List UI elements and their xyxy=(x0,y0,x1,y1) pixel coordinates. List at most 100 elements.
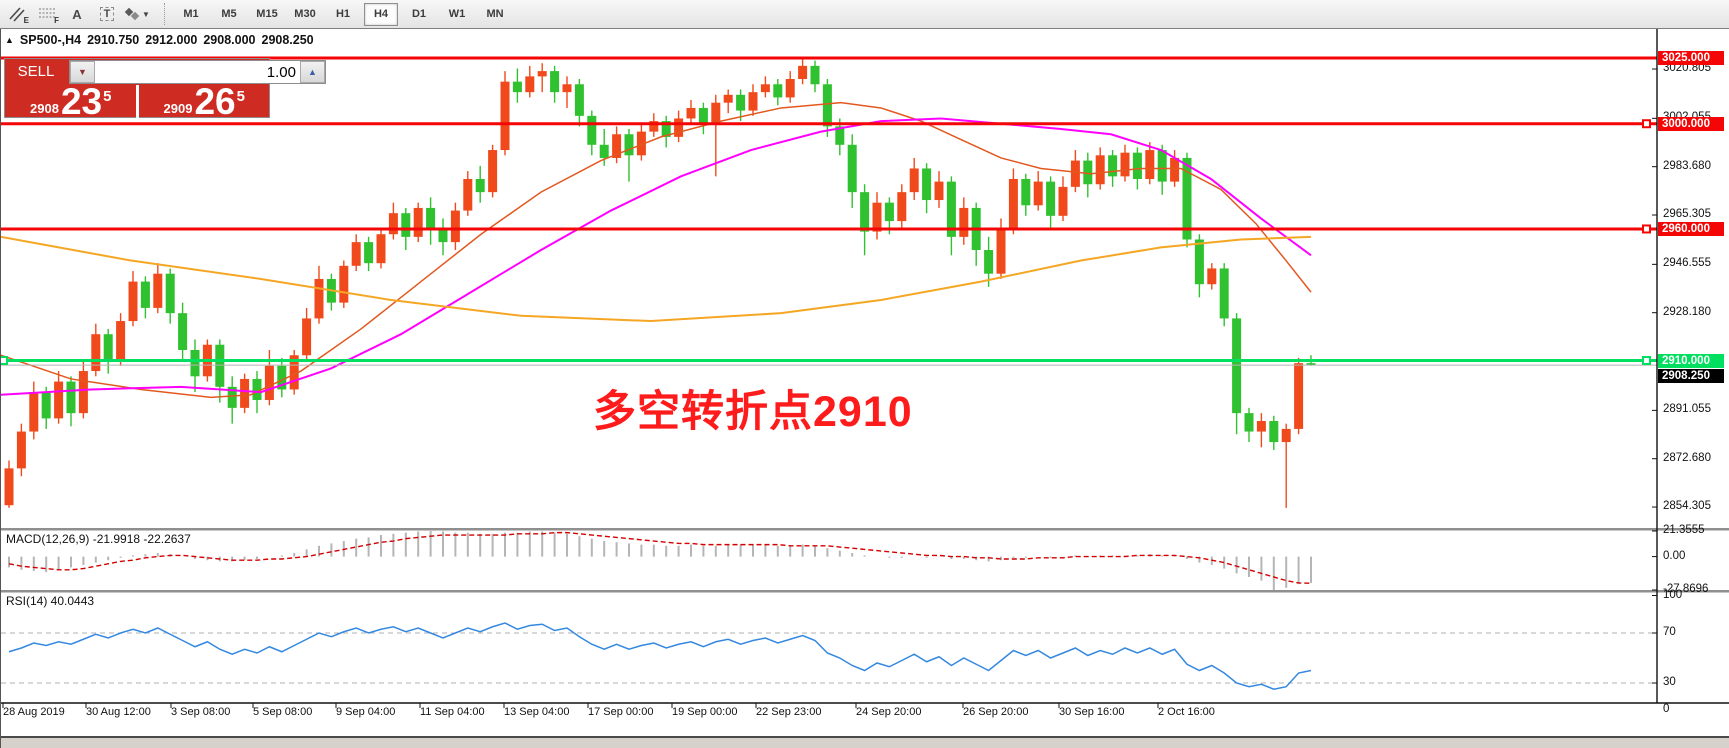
candle-body[interactable] xyxy=(1207,268,1217,285)
candle-body[interactable] xyxy=(612,134,622,158)
candle-body[interactable] xyxy=(1033,181,1043,206)
timeframe-button-d1[interactable]: D1 xyxy=(411,8,427,20)
candle-body[interactable] xyxy=(562,84,572,93)
candle-body[interactable] xyxy=(103,334,113,361)
candle-body[interactable] xyxy=(934,181,944,201)
candle-body[interactable] xyxy=(413,207,423,237)
candle-body[interactable] xyxy=(153,273,163,308)
candle-body[interactable] xyxy=(128,281,138,322)
candle-body[interactable] xyxy=(140,281,150,308)
candle-body[interactable] xyxy=(1132,152,1142,179)
timeframe-button-h4[interactable]: H4 xyxy=(364,2,398,26)
candle-body[interactable] xyxy=(289,355,299,390)
pane-separator[interactable] xyxy=(1,528,1729,531)
candle-body[interactable] xyxy=(798,65,808,80)
candle-body[interactable] xyxy=(946,181,956,237)
candle-body[interactable] xyxy=(860,192,870,232)
candle-body[interactable] xyxy=(388,213,398,235)
candle-body[interactable] xyxy=(574,84,584,116)
candle-body[interactable] xyxy=(909,168,919,193)
candle-body[interactable] xyxy=(1058,186,1068,216)
sell-price[interactable]: 2908 23 5 xyxy=(5,85,139,119)
candle-body[interactable] xyxy=(1256,421,1266,432)
candle-body[interactable] xyxy=(835,126,845,145)
candle-body[interactable] xyxy=(66,381,76,414)
candle-body[interactable] xyxy=(760,84,770,93)
candle-body[interactable] xyxy=(1244,413,1254,432)
candle-body[interactable] xyxy=(1108,155,1118,177)
candle-body[interactable] xyxy=(1120,152,1130,177)
candle-body[interactable] xyxy=(351,242,361,266)
text-label-icon[interactable]: A xyxy=(72,6,82,22)
candle-body[interactable] xyxy=(1182,157,1192,240)
candle-body[interactable] xyxy=(810,65,820,85)
candle-body[interactable] xyxy=(1157,150,1167,182)
candle-body[interactable] xyxy=(240,378,250,408)
candle-body[interactable] xyxy=(1269,421,1279,443)
buy-button[interactable]: BUY xyxy=(343,63,375,80)
candle-body[interactable] xyxy=(872,202,882,232)
candle-body[interactable] xyxy=(178,313,188,350)
candle-body[interactable] xyxy=(1021,178,1031,206)
candle-body[interactable] xyxy=(1083,160,1093,185)
candle-body[interactable] xyxy=(41,392,51,419)
candle-body[interactable] xyxy=(550,71,560,93)
timeframe-button-m30[interactable]: M30 xyxy=(294,8,316,20)
chart-canvas[interactable] xyxy=(1,29,1729,748)
candle-body[interactable] xyxy=(78,371,88,414)
candle-body[interactable] xyxy=(116,321,126,361)
candle-body[interactable] xyxy=(984,250,994,274)
equidistant-channel-icon[interactable]: E xyxy=(4,3,30,25)
candle-body[interactable] xyxy=(438,228,448,243)
timeframe-button-h1[interactable]: H1 xyxy=(335,8,351,20)
timeframe-button-m15[interactable]: M15 xyxy=(256,8,278,20)
candle-body[interactable] xyxy=(736,94,746,111)
candle-body[interactable] xyxy=(215,344,225,387)
candle-body[interactable] xyxy=(1145,150,1155,179)
candle-body[interactable] xyxy=(1095,155,1105,185)
candle-body[interactable] xyxy=(227,386,237,408)
candle-body[interactable] xyxy=(512,81,522,93)
candle-body[interactable] xyxy=(16,431,26,469)
timeframe-button-w1[interactable]: W1 xyxy=(448,8,466,20)
text-box-icon[interactable]: T xyxy=(94,3,120,25)
volume-input[interactable] xyxy=(95,61,300,83)
candle-body[interactable] xyxy=(674,118,684,137)
timeframe-button-m1[interactable]: M1 xyxy=(183,8,199,20)
candle-body[interactable] xyxy=(500,81,510,151)
candle-body[interactable] xyxy=(364,242,374,264)
candle-body[interactable] xyxy=(959,207,969,237)
candle-body[interactable] xyxy=(922,168,932,201)
candle-body[interactable] xyxy=(661,121,671,137)
candle-body[interactable] xyxy=(29,392,39,432)
candle-body[interactable] xyxy=(54,381,64,419)
candle-body[interactable] xyxy=(339,265,349,303)
candle-body[interactable] xyxy=(165,273,175,314)
pane-separator[interactable] xyxy=(1,590,1729,593)
candle-body[interactable] xyxy=(1219,268,1229,319)
candle-body[interactable] xyxy=(698,107,708,124)
candle-body[interactable] xyxy=(649,121,659,132)
candle-body[interactable] xyxy=(773,84,783,98)
candle-body[interactable] xyxy=(450,210,460,243)
candle-body[interactable] xyxy=(426,207,436,229)
candle-body[interactable] xyxy=(723,94,733,103)
line-handle-marker[interactable] xyxy=(1642,356,1651,366)
candle-body[interactable] xyxy=(1232,318,1242,414)
volume-decrease-button[interactable]: ▼ xyxy=(70,61,95,83)
candle-body[interactable] xyxy=(376,234,386,264)
candle-body[interactable] xyxy=(302,318,312,356)
candle-body[interactable] xyxy=(1070,160,1080,187)
candle-body[interactable] xyxy=(264,365,274,400)
shapes-icon[interactable]: ▼ xyxy=(124,3,150,25)
line-handle-marker[interactable] xyxy=(1642,224,1651,234)
sell-button[interactable]: SELL xyxy=(17,63,55,80)
timeframe-button-m5[interactable]: M5 xyxy=(221,8,237,20)
volume-increase-button[interactable]: ▲ xyxy=(300,61,325,83)
candle-body[interactable] xyxy=(401,213,411,237)
candle-body[interactable] xyxy=(636,131,646,156)
candle-body[interactable] xyxy=(537,71,547,77)
candle-body[interactable] xyxy=(897,192,907,222)
candle-body[interactable] xyxy=(624,134,634,156)
candle-body[interactable] xyxy=(587,115,597,145)
